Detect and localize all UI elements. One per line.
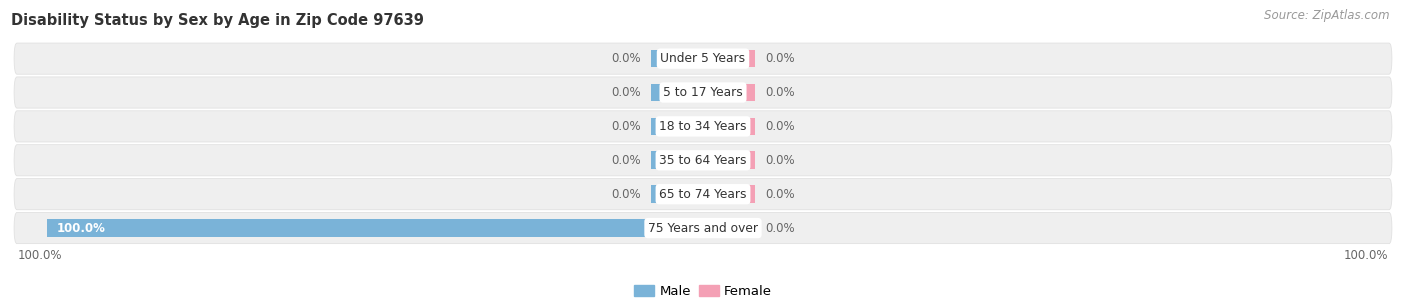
- Text: 0.0%: 0.0%: [612, 120, 641, 133]
- Bar: [651, 50, 703, 67]
- Bar: [46, 219, 703, 237]
- Text: 100.0%: 100.0%: [56, 221, 105, 235]
- Text: 65 to 74 Years: 65 to 74 Years: [659, 188, 747, 201]
- Text: 0.0%: 0.0%: [765, 52, 794, 65]
- Text: 0.0%: 0.0%: [612, 86, 641, 99]
- FancyBboxPatch shape: [14, 111, 1392, 142]
- FancyBboxPatch shape: [14, 145, 1392, 176]
- Text: 0.0%: 0.0%: [765, 154, 794, 167]
- Bar: [703, 152, 755, 169]
- Text: Under 5 Years: Under 5 Years: [661, 52, 745, 65]
- FancyBboxPatch shape: [14, 77, 1392, 108]
- Text: 0.0%: 0.0%: [612, 52, 641, 65]
- Text: 0.0%: 0.0%: [612, 154, 641, 167]
- Text: 18 to 34 Years: 18 to 34 Years: [659, 120, 747, 133]
- Text: 5 to 17 Years: 5 to 17 Years: [664, 86, 742, 99]
- Text: 0.0%: 0.0%: [765, 86, 794, 99]
- Bar: [703, 185, 755, 203]
- Text: 35 to 64 Years: 35 to 64 Years: [659, 154, 747, 167]
- Bar: [651, 185, 703, 203]
- Text: Source: ZipAtlas.com: Source: ZipAtlas.com: [1264, 9, 1389, 22]
- Text: 0.0%: 0.0%: [765, 120, 794, 133]
- Text: 0.0%: 0.0%: [765, 188, 794, 201]
- FancyBboxPatch shape: [14, 43, 1392, 74]
- Bar: [651, 152, 703, 169]
- Bar: [703, 50, 755, 67]
- Text: 0.0%: 0.0%: [765, 221, 794, 235]
- Bar: [651, 118, 703, 135]
- FancyBboxPatch shape: [14, 179, 1392, 210]
- Bar: [703, 219, 755, 237]
- Legend: Male, Female: Male, Female: [628, 279, 778, 303]
- Text: 100.0%: 100.0%: [1344, 249, 1389, 262]
- FancyBboxPatch shape: [14, 213, 1392, 244]
- Bar: [703, 84, 755, 101]
- Text: 75 Years and over: 75 Years and over: [648, 221, 758, 235]
- Text: 0.0%: 0.0%: [612, 188, 641, 201]
- Bar: [651, 84, 703, 101]
- Text: 100.0%: 100.0%: [17, 249, 62, 262]
- Bar: [703, 118, 755, 135]
- Text: Disability Status by Sex by Age in Zip Code 97639: Disability Status by Sex by Age in Zip C…: [11, 13, 425, 28]
